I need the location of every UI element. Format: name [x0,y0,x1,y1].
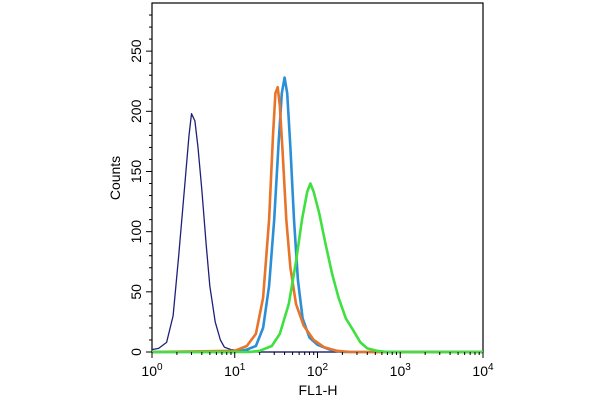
y-tick-label: 250 [128,39,144,63]
series-4-line [152,182,483,354]
y-tick-label: 100 [128,220,144,244]
x-axis-label: FL1-H [299,382,338,398]
y-tick-label: 200 [128,99,144,123]
plot-frame [151,2,484,353]
tick-layer: 0 50 100 150 200 250 100 101 102 103 104 [128,14,494,379]
x-tick-label: 100 [141,362,163,379]
series-3-line [151,85,483,354]
series-layer [151,76,483,354]
x-tick-label: 101 [224,362,246,379]
x-tick-label: 103 [390,362,412,379]
y-axis-label: Counts [107,156,123,200]
x-tick-label: 104 [472,362,494,379]
y-tick-label: 50 [128,284,144,300]
y-tick-label: 0 [128,348,144,356]
series-1-line [151,113,483,353]
y-tick-label: 150 [128,160,144,184]
x-tick-label: 102 [307,362,329,379]
series-2-line [152,76,483,354]
